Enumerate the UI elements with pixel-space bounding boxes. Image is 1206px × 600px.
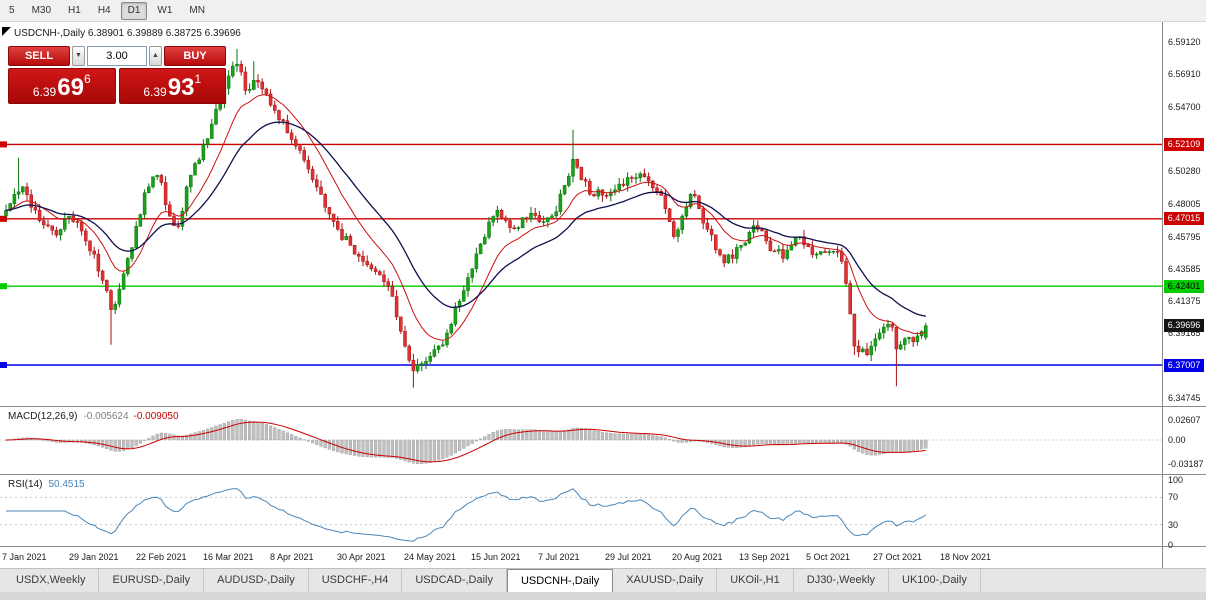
sell-button[interactable]: SELL bbox=[8, 46, 70, 66]
rsi-tick: 70 bbox=[1168, 492, 1179, 503]
chart-tab-usdcad-daily[interactable]: USDCAD-,Daily bbox=[402, 569, 507, 592]
timeframe-toolbar: 5 M30 H1 H4 D1 W1 MN bbox=[0, 0, 1206, 22]
price-badge: 6.42401 bbox=[1164, 279, 1204, 293]
chart-tab-usdcnh-daily[interactable]: USDCNH-,Daily bbox=[506, 569, 614, 592]
sell-price-point: 6 bbox=[83, 72, 91, 86]
date-label: 16 Mar 2021 bbox=[203, 552, 254, 562]
timeframe-button-5[interactable]: 5 bbox=[9, 4, 15, 16]
date-label: 18 Nov 2021 bbox=[940, 552, 992, 562]
date-label: 29 Jul 2021 bbox=[605, 552, 652, 562]
price-tick: 6.50280 bbox=[1168, 166, 1201, 177]
price-tick: 6.34745 bbox=[1168, 393, 1201, 404]
panel-separator[interactable] bbox=[0, 406, 1206, 407]
sell-price-prefix: 6.39 bbox=[32, 85, 57, 99]
chart-region: 6.59120 6.56910 6.54700 6.50280 6.48005 6.457… bbox=[0, 22, 1206, 569]
price-badge: 6.52109 bbox=[1164, 137, 1204, 151]
rsi-value: 50.4515 bbox=[48, 479, 85, 490]
chart-tab-ukoil-h1[interactable]: UKOil-,H1 bbox=[717, 569, 794, 592]
chart-tab-audusd-daily[interactable]: AUDUSD-,Daily bbox=[204, 569, 309, 592]
date-label: 27 Oct 2021 bbox=[873, 552, 923, 562]
date-label: 8 Apr 2021 bbox=[270, 552, 314, 562]
rsi-label: RSI(14) 50.4515 bbox=[8, 479, 85, 490]
timeframe-button-mn[interactable]: MN bbox=[189, 4, 205, 16]
chart-tab-uk100-daily[interactable]: UK100-,Daily bbox=[889, 569, 981, 592]
one-click-collapse-icon[interactable] bbox=[2, 27, 11, 36]
price-tick: 6.39165 bbox=[1168, 328, 1201, 339]
macd-tick: -0.03187 bbox=[1168, 459, 1204, 470]
volume-input[interactable]: 3.00 bbox=[87, 46, 147, 66]
one-click-trading-panel: SELL ▼ 3.00 ▲ BUY 6.39 69 6 6.39 93 1 bbox=[8, 46, 226, 104]
sell-price-button[interactable]: 6.39 69 6 bbox=[8, 68, 116, 104]
macd-value-signal: -0.009050 bbox=[133, 411, 179, 422]
date-label: 13 Sep 2021 bbox=[739, 552, 791, 562]
macd-name: MACD(12,26,9) bbox=[8, 411, 78, 422]
rsi-indicator-chart[interactable] bbox=[0, 476, 1162, 546]
price-tick: 6.59120 bbox=[1168, 37, 1201, 47]
buy-price-point: 1 bbox=[194, 72, 202, 86]
price-badge: 6.47015 bbox=[1164, 212, 1204, 226]
volume-down-icon[interactable]: ▼ bbox=[72, 46, 85, 66]
macd-label: MACD(12,26,9) -0.005624 -0.009050 bbox=[8, 411, 179, 422]
price-tick: 6.48005 bbox=[1168, 199, 1201, 210]
timeframe-button-w1[interactable]: W1 bbox=[157, 4, 173, 16]
chart-tab-dj30-weekly[interactable]: DJ30-,Weekly bbox=[794, 569, 890, 592]
macd-tick: 0.00 bbox=[1168, 434, 1186, 445]
rsi-name: RSI(14) bbox=[8, 479, 43, 490]
price-tick: 6.43585 bbox=[1168, 263, 1201, 274]
chart-info-line: USDCNH-,Daily 6.38901 6.39889 6.38725 6.… bbox=[2, 27, 241, 39]
timeframe-button-d1[interactable]: D1 bbox=[120, 1, 148, 20]
date-label: 29 Jan 2021 bbox=[69, 552, 119, 562]
main-price-chart[interactable] bbox=[0, 22, 1162, 406]
macd-value-main: -0.005624 bbox=[83, 411, 129, 422]
price-tick: 6.56910 bbox=[1168, 69, 1201, 80]
price-badge: 6.39696 bbox=[1164, 319, 1204, 333]
macd-indicator-chart[interactable] bbox=[0, 408, 1162, 474]
date-label: 22 Feb 2021 bbox=[136, 552, 187, 562]
volume-up-icon[interactable]: ▲ bbox=[149, 46, 162, 66]
buy-price-pips: 93 bbox=[167, 74, 195, 101]
chart-tab-xauusd-daily[interactable]: XAUUSD-,Daily bbox=[613, 569, 718, 592]
panel-separator bbox=[0, 546, 1206, 547]
ohlc-text: USDCNH-,Daily 6.38901 6.39889 6.38725 6.… bbox=[14, 28, 241, 39]
rsi-tick: 30 bbox=[1168, 519, 1179, 530]
buy-price-button[interactable]: 6.39 93 1 bbox=[118, 68, 226, 104]
date-label: 24 May 2021 bbox=[404, 552, 457, 562]
rsi-tick: 100 bbox=[1168, 475, 1184, 485]
price-scale-border bbox=[1162, 22, 1163, 568]
chart-tab-usdchf-h4[interactable]: USDCHF-,H4 bbox=[309, 569, 403, 592]
buy-price-prefix: 6.39 bbox=[143, 85, 167, 99]
date-label: 5 Oct 2021 bbox=[806, 552, 851, 562]
buy-button[interactable]: BUY bbox=[164, 46, 226, 66]
bottom-strip bbox=[0, 592, 1206, 600]
timeframe-button-m30[interactable]: M30 bbox=[31, 4, 52, 16]
price-badge: 6.37007 bbox=[1164, 358, 1204, 372]
price-tick: 6.45795 bbox=[1168, 231, 1201, 242]
macd-tick: 0.02607 bbox=[1168, 415, 1201, 426]
chart-tab-usdx-weekly[interactable]: USDX,Weekly bbox=[3, 569, 100, 592]
timeframe-button-h1[interactable]: H1 bbox=[68, 4, 81, 16]
sell-price-pips: 69 bbox=[57, 74, 84, 101]
date-label: 20 Aug 2021 bbox=[672, 552, 723, 562]
date-label: 15 Jun 2021 bbox=[471, 552, 521, 562]
date-label: 7 Jul 2021 bbox=[538, 552, 580, 562]
date-label: 30 Apr 2021 bbox=[337, 552, 386, 562]
chart-tab-eurusd-daily[interactable]: EURUSD-,Daily bbox=[99, 569, 205, 592]
price-tick: 6.54700 bbox=[1168, 101, 1201, 112]
price-tick: 6.41375 bbox=[1168, 296, 1201, 307]
timeframe-button-h4[interactable]: H4 bbox=[97, 4, 111, 16]
rsi-tick: 0 bbox=[1168, 540, 1174, 550]
panel-separator[interactable] bbox=[0, 474, 1206, 475]
chart-tab-bar: USDX,Weekly EURUSD-,Daily AUDUSD-,Daily USD… bbox=[0, 568, 1206, 592]
date-label: 7 Jan 2021 bbox=[2, 552, 47, 562]
